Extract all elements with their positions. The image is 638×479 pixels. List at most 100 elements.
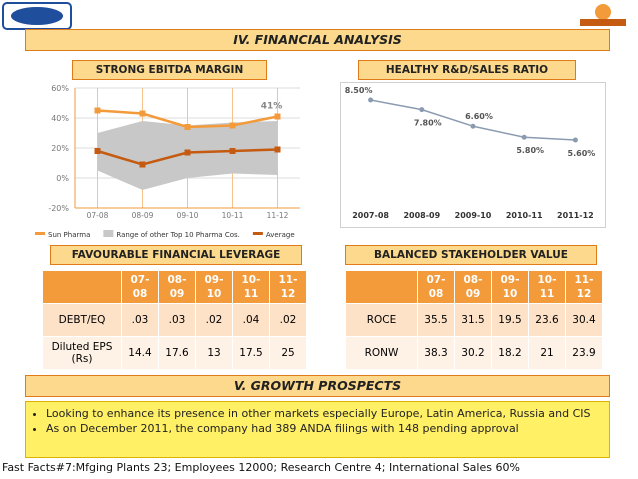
data-label: 41% [261, 102, 283, 112]
data-table: 07-08 08-09 09-10 10-11 11-12 DEBT/EQ .03.03.0… [42, 270, 307, 370]
row-label: Diluted EPS (Rs) [42, 336, 122, 370]
left-logo [2, 2, 72, 30]
row-label: RONW [345, 336, 418, 370]
chart-title: STRONG EBITDA MARGIN [72, 60, 267, 80]
legend-swatch [35, 232, 45, 235]
column-header: 08-09 [454, 270, 492, 304]
point [229, 122, 236, 129]
chart-title: HEALTHY R&D/SALES RATIO [358, 60, 576, 80]
data-label: 5.60% [568, 149, 596, 158]
point [470, 123, 476, 129]
y-tick-label: 60% [51, 84, 69, 93]
right-logo [580, 4, 626, 26]
legend-label: Range of other Top 10 Pharma Cos. [116, 231, 240, 239]
table-title: BALANCED STAKEHOLDER VALUE [345, 245, 597, 265]
data-row: DEBT/EQ .03.03.02.04.02 [42, 303, 307, 337]
cell: .02 [269, 303, 307, 337]
x-tick-label: 07-08 [87, 211, 109, 220]
cell: 25 [269, 336, 307, 370]
cell: .02 [195, 303, 233, 337]
y-tick-label: 20% [51, 144, 69, 153]
column-header: 11-12 [269, 270, 307, 304]
header-row: 07-08 08-09 09-10 10-11 11-12 [42, 270, 307, 304]
x-tick-label: 2011-12 [557, 211, 594, 220]
section-title: IV. FINANCIAL ANALYSIS [25, 29, 610, 51]
bullet: Looking to enhance its presence in other… [46, 406, 609, 421]
legend-label: Sun Pharma [48, 231, 90, 239]
rd-chart: 8.50% 2007-08 7.80% 2008-09 6.60% 2009-10 5.80… [340, 82, 606, 228]
column-header: 09-10 [195, 270, 233, 304]
bullet: As on December 2011, the company had 389… [46, 421, 609, 436]
section-title: V. GROWTH PROSPECTS [25, 375, 610, 397]
cell: 23.6 [528, 303, 566, 337]
corner-cell [42, 270, 122, 304]
x-tick-label: 09-10 [177, 211, 199, 220]
data-row: ROCE 35.5 31.5 19.5 23.6 30.4 [345, 303, 603, 337]
legend-label: Average [266, 231, 295, 239]
data-label: 6.60% [465, 112, 493, 121]
cell: 38.3 [417, 336, 455, 370]
cell: 13 [195, 336, 233, 370]
x-tick-label: 2010-11 [506, 211, 543, 220]
row-label: ROCE [345, 303, 418, 337]
cell: 30.4 [565, 303, 603, 337]
cell: 31.5 [454, 303, 492, 337]
cell: 17.5 [232, 336, 270, 370]
ebitda-chart: -20% 0% 20% 40% 60% 07-08 08-09 09-10 10-11 11-12… [35, 84, 300, 239]
data-table: 07-08 08-09 09-10 10-11 11-12 ROCE 35.5 31.5 19.… [345, 270, 603, 370]
column-header: 09-10 [491, 270, 529, 304]
column-header: 10-11 [232, 270, 270, 304]
row-label: DEBT/EQ [42, 303, 122, 337]
leverage-table: 07-08 08-09 09-10 10-11 11-12 DEBT/EQ .03.03.0… [42, 270, 307, 370]
column-header: 08-09 [158, 270, 196, 304]
data-label: 5.80% [516, 146, 544, 155]
y-tick-label: 40% [51, 114, 69, 123]
bullet-box: Looking to enhance its presence in other… [25, 401, 610, 458]
corner-cell [345, 270, 418, 304]
column-header: 07-08 [121, 270, 159, 304]
x-tick-label: 11-12 [267, 211, 289, 220]
x-tick-label: 2009-10 [455, 211, 492, 220]
cell: 19.5 [491, 303, 529, 337]
y-tick-label: -20% [48, 204, 69, 213]
point [274, 146, 281, 153]
chart-frame [340, 82, 606, 228]
column-header: 10-11 [528, 270, 566, 304]
cell: .03 [121, 303, 159, 337]
point [184, 124, 191, 130]
x-tick-label: 2007-08 [352, 211, 389, 220]
cell: 23.9 [565, 336, 603, 370]
x-tick-label: 08-09 [132, 211, 154, 220]
data-label: 8.50% [345, 86, 373, 95]
data-label: 7.80% [414, 119, 442, 128]
point [419, 107, 425, 113]
point [184, 149, 191, 156]
y-tick-label: 0% [56, 174, 69, 183]
legend-swatch [252, 232, 263, 235]
column-header: 11-12 [565, 270, 603, 304]
cell: .04 [232, 303, 270, 337]
point [572, 137, 578, 143]
point [368, 97, 374, 103]
footer: Fast Facts#7:Mfging Plants 23; Employees… [2, 461, 520, 474]
point [229, 148, 236, 154]
header-row: 07-08 08-09 09-10 10-11 11-12 [345, 270, 603, 304]
table-title: FAVOURABLE FINANCIAL LEVERAGE [50, 245, 302, 265]
data-row: Diluted EPS (Rs) 14.4 17.6 13 17.5 25 [42, 336, 307, 370]
point [139, 161, 146, 168]
cell: 14.4 [121, 336, 159, 370]
stakeholder-table: 07-08 08-09 09-10 10-11 11-12 ROCE 35.5 31.5 19.… [345, 270, 603, 370]
legend-swatch [103, 230, 114, 237]
cell: 30.2 [454, 336, 492, 370]
point [139, 110, 146, 117]
x-tick-label: 2008-09 [403, 211, 440, 220]
cell: 18.2 [491, 336, 529, 370]
x-tick-label: 10-11 [222, 211, 244, 220]
cell: 21 [528, 336, 566, 370]
cell: 35.5 [417, 303, 455, 337]
point [94, 148, 101, 154]
point [274, 113, 281, 120]
point [521, 134, 527, 140]
cell: 17.6 [158, 336, 196, 370]
